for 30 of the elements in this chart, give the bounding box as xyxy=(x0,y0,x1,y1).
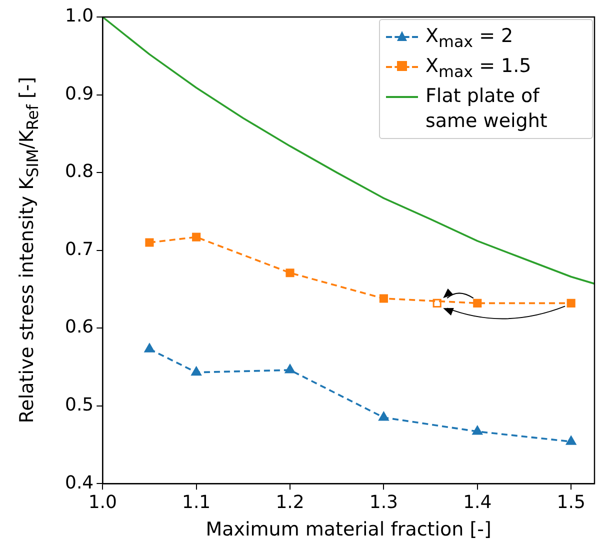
point xyxy=(284,364,296,374)
y-tick-label: 0.8 xyxy=(64,161,94,182)
x-tick-label: 1.0 xyxy=(88,492,117,514)
y-tick-label: 0.6 xyxy=(64,316,94,338)
point xyxy=(378,412,389,421)
point xyxy=(379,294,388,303)
y-tick-label: 0.4 xyxy=(64,472,94,494)
point xyxy=(192,232,201,242)
x-tick-label: 1.3 xyxy=(369,492,398,514)
point xyxy=(566,436,576,445)
point xyxy=(432,298,442,308)
legend-label: Flat plate of same weight xyxy=(426,84,548,134)
point xyxy=(191,366,202,376)
y-tick-label: 1.0 xyxy=(64,6,94,27)
x-tick-label: 1.1 xyxy=(182,492,211,514)
x-tick-label: 1.4 xyxy=(463,492,492,514)
y-tick-label: 0.7 xyxy=(64,238,94,260)
legend-label: X$_{max}$ = 2 xyxy=(426,24,514,53)
point xyxy=(286,268,294,278)
point xyxy=(145,238,154,247)
y-tick-label: 0.9 xyxy=(64,83,94,104)
point xyxy=(144,343,155,352)
x-axis-title: Maximum material fraction [-] xyxy=(206,518,492,541)
point xyxy=(566,298,576,308)
point xyxy=(472,426,482,435)
x-tick-label: 1.5 xyxy=(556,492,586,514)
point xyxy=(473,298,482,308)
legend-label: X$_{max}$ = 1.5 xyxy=(426,54,532,83)
y-tick-label: 0.5 xyxy=(64,394,94,416)
x-tick-label: 1.2 xyxy=(276,492,304,514)
